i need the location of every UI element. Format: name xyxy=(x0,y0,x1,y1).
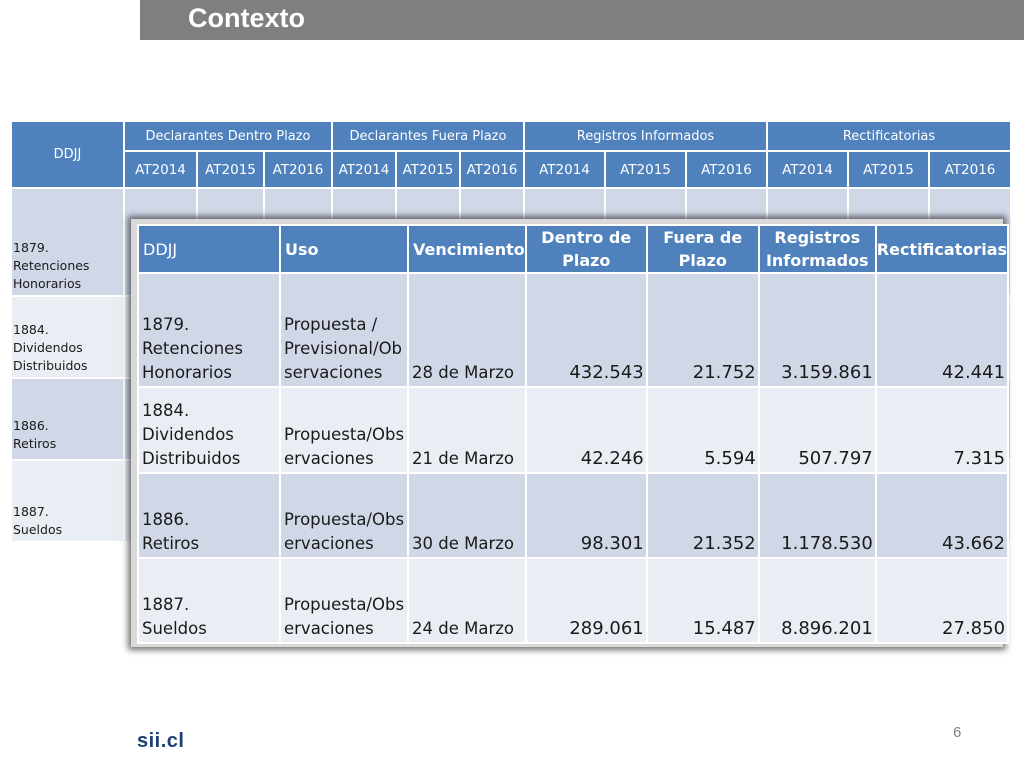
table-row: 1887. Sueldos Propuesta/Obs ervaciones 2… xyxy=(137,557,1010,644)
bg-year-header: AT2016 xyxy=(263,150,333,189)
bg-row-label: 1887. Sueldos xyxy=(10,459,125,543)
cell-rectificatorias: 42.441 xyxy=(874,272,1010,388)
bg-year-header: AT2015 xyxy=(604,150,687,189)
cell-fuera-plazo: 5.594 xyxy=(645,386,760,474)
cell-fuera-plazo: 21.352 xyxy=(645,472,760,559)
bg-year-header: AT2015 xyxy=(196,150,265,189)
bg-year-header: AT2014 xyxy=(766,150,849,189)
cell-registros-informados: 3.159.861 xyxy=(757,272,877,388)
cell-ddjj: 1887. Sueldos xyxy=(137,557,281,644)
cell-fuera-plazo: 21.752 xyxy=(645,272,760,388)
table-row: 1879. Retenciones Honorarios Propuesta /… xyxy=(137,272,1010,388)
bg-header-group: Declarantes Dentro Plazo xyxy=(123,120,333,152)
header-rectificatorias: Rectificatorias xyxy=(874,224,1010,274)
cell-registros-informados: 1.178.530 xyxy=(757,472,877,559)
bg-row-label: 1879. Retenciones Honorarios xyxy=(10,187,125,297)
bg-year-header: AT2016 xyxy=(459,150,525,189)
cell-fuera-plazo: 15.487 xyxy=(645,557,760,644)
page-number: 6 xyxy=(953,724,962,741)
bg-header-group: Declarantes Fuera Plazo xyxy=(331,120,525,152)
bg-row-label: 1884. Dividendos Distribuidos xyxy=(10,295,125,379)
cell-uso: Propuesta/Obs ervaciones xyxy=(279,386,409,474)
bg-year-header: AT2014 xyxy=(123,150,198,189)
cell-uso: Propuesta/Obs ervaciones xyxy=(279,472,409,559)
bg-header-group: Registros Informados xyxy=(523,120,768,152)
cell-uso: Propuesta/Obs ervaciones xyxy=(279,557,409,644)
cell-dentro-plazo: 98.301 xyxy=(524,472,648,559)
bg-year-header: AT2016 xyxy=(685,150,768,189)
overlay-table: DDJJ Uso Vencimiento Dentro de Plazo Fue… xyxy=(137,224,1010,644)
header-uso: Uso xyxy=(279,224,409,274)
cell-ddjj: 1886. Retiros xyxy=(137,472,281,559)
cell-vencimiento: 24 de Marzo xyxy=(407,557,527,644)
cell-ddjj: 1879. Retenciones Honorarios xyxy=(137,272,281,388)
bg-year-header: AT2014 xyxy=(331,150,397,189)
cell-dentro-plazo: 289.061 xyxy=(524,557,648,644)
slide-title: Contexto xyxy=(188,3,305,33)
bg-year-header: AT2016 xyxy=(928,150,1012,189)
bg-row-label: 1886. Retiros xyxy=(10,377,125,461)
header-ddjj: DDJJ xyxy=(137,224,281,274)
bg-header-ddjj: DDJJ xyxy=(10,120,125,189)
cell-rectificatorias: 7.315 xyxy=(874,386,1010,474)
cell-registros-informados: 8.896.201 xyxy=(757,557,877,644)
cell-dentro-plazo: 432.543 xyxy=(524,272,648,388)
cell-rectificatorias: 27.850 xyxy=(874,557,1010,644)
cell-dentro-plazo: 42.246 xyxy=(524,386,648,474)
header-vencimiento: Vencimiento xyxy=(407,224,527,274)
header-fuera-plazo: Fuera de Plazo xyxy=(645,224,760,274)
bg-year-header: AT2015 xyxy=(395,150,461,189)
cell-ddjj: 1884. Dividendos Distribuidos xyxy=(137,386,281,474)
sii-logo: sii.cl xyxy=(137,730,185,752)
bg-header-group: Rectificatorias xyxy=(766,120,1012,152)
cell-uso: Propuesta / Previsional/Ob servaciones xyxy=(279,272,409,388)
table-row: 1886. Retiros Propuesta/Obs ervaciones 3… xyxy=(137,472,1010,559)
cell-vencimiento: 21 de Marzo xyxy=(407,386,527,474)
cell-vencimiento: 30 de Marzo xyxy=(407,472,527,559)
bg-year-header: AT2015 xyxy=(847,150,930,189)
header-registros-informados: Registros Informados xyxy=(757,224,877,274)
cell-vencimiento: 28 de Marzo xyxy=(407,272,527,388)
header-dentro-plazo: Dentro de Plazo xyxy=(524,224,648,274)
table-row: 1884. Dividendos Distribuidos Propuesta/… xyxy=(137,386,1010,474)
title-bar: Contexto xyxy=(140,0,1024,40)
bg-year-header: AT2014 xyxy=(523,150,606,189)
cell-registros-informados: 507.797 xyxy=(757,386,877,474)
cell-rectificatorias: 43.662 xyxy=(874,472,1010,559)
